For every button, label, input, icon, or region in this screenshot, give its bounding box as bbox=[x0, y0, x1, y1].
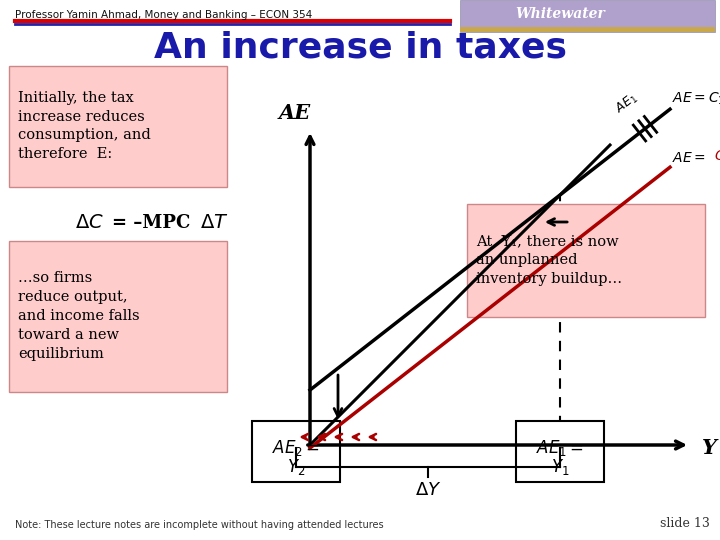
Text: slide 13: slide 13 bbox=[660, 517, 710, 530]
Text: AE: AE bbox=[279, 103, 311, 123]
Text: $AE_2 =$: $AE_2 =$ bbox=[272, 438, 320, 458]
Text: $AE = C_1 + I + G$: $AE = C_1 + I + G$ bbox=[672, 91, 720, 107]
Text: Professor Yamin Ahmad, Money and Banking – ECON 354: Professor Yamin Ahmad, Money and Banking… bbox=[15, 10, 312, 20]
Text: At  Y₁, there is now
an unplanned
inventory buildup…: At Y₁, there is now an unplanned invento… bbox=[476, 234, 622, 286]
Text: $AE = $: $AE = $ bbox=[672, 151, 706, 165]
Text: $\Delta C$: $\Delta C$ bbox=[75, 214, 104, 232]
Text: $Y_1$: $Y_1$ bbox=[551, 457, 570, 477]
FancyBboxPatch shape bbox=[516, 421, 604, 482]
Text: = –MPC: = –MPC bbox=[112, 214, 190, 232]
Text: $\Delta T$: $\Delta T$ bbox=[200, 214, 228, 232]
Text: Y: Y bbox=[702, 438, 717, 458]
Text: $Y_2$: $Y_2$ bbox=[287, 457, 305, 477]
FancyBboxPatch shape bbox=[467, 204, 704, 316]
Text: Note: These lecture notes are incomplete without having attended lectures: Note: These lecture notes are incomplete… bbox=[15, 520, 384, 530]
Text: $AE_1 =$: $AE_1 =$ bbox=[536, 438, 584, 458]
Text: Whitewater: Whitewater bbox=[515, 7, 605, 21]
Text: $AE_1$: $AE_1$ bbox=[613, 90, 641, 117]
FancyBboxPatch shape bbox=[253, 421, 341, 482]
Text: …so firms
reduce output,
and income falls
toward a new
equilibrium: …so firms reduce output, and income fall… bbox=[18, 271, 140, 361]
FancyBboxPatch shape bbox=[460, 0, 715, 32]
Text: $C_2$: $C_2$ bbox=[714, 149, 720, 165]
Text: An increase in taxes: An increase in taxes bbox=[153, 30, 567, 64]
FancyBboxPatch shape bbox=[9, 65, 227, 186]
FancyBboxPatch shape bbox=[9, 240, 227, 392]
Text: Initially, the tax
increase reduces
consumption, and
therefore  E:: Initially, the tax increase reduces cons… bbox=[18, 91, 150, 161]
FancyBboxPatch shape bbox=[460, 27, 715, 32]
Text: $\Delta Y$: $\Delta Y$ bbox=[415, 481, 441, 499]
